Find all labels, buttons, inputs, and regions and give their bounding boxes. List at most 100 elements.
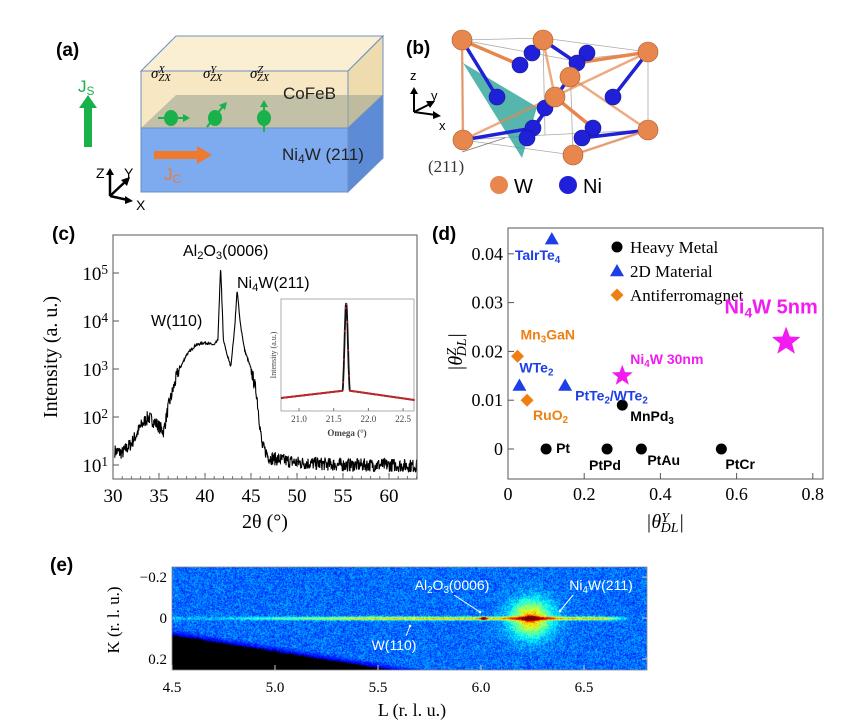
text-segment: PtPd [589, 457, 621, 473]
triangle-marker [544, 232, 559, 245]
point-label: WTe2 [519, 360, 554, 379]
text-segment: σ [250, 66, 258, 82]
annotation-ni4w: Ni4W(211) [237, 275, 310, 294]
axis-y-label-b: y [431, 88, 438, 103]
panel-a: (a) CoFeB Ni4W (211) σX ZX σY ZX σZ ZX JS J… [56, 34, 385, 213]
text-segment: 10 [82, 360, 101, 381]
bond [461, 38, 521, 67]
spin-label-y: σY ZX [203, 65, 223, 84]
legend-w-icon [490, 176, 508, 194]
spin-label-z: σZ ZX [250, 65, 270, 84]
circle-marker [715, 443, 727, 455]
y-tick-label: 0.03 [472, 293, 504, 313]
y-tick-label: 101 [82, 454, 108, 477]
ni-atom [518, 129, 536, 147]
text-segment: |θ [646, 511, 661, 533]
text-segment: ZX [159, 73, 172, 84]
inset-point [342, 381, 345, 384]
text-segment: J [78, 77, 87, 96]
text-segment: 4 [744, 304, 752, 320]
bond [460, 39, 499, 98]
point-label: Pt [556, 440, 570, 456]
inset-point [345, 303, 348, 306]
text-segment: PtAu [647, 452, 680, 468]
text-segment: Ni [282, 145, 298, 164]
text-segment: Pt [556, 440, 570, 456]
y-tick-label: 104 [82, 310, 108, 333]
point-label: PtAu [647, 452, 680, 468]
x-tick-label: 6.0 [472, 680, 491, 696]
panel-label-e: (e) [50, 555, 73, 576]
text-segment: 4 [101, 310, 108, 325]
y-tick-label: 0.01 [472, 390, 504, 410]
w-atom [532, 29, 554, 51]
ni4w-layer [140, 127, 349, 193]
text-segment: Ni [237, 275, 252, 292]
legend-label: Antiferromagnet [630, 286, 744, 305]
text-segment: 10 [82, 264, 101, 285]
spin-current-label: JS [78, 77, 95, 98]
axes-b-icon [410, 87, 441, 119]
w-atom [451, 29, 473, 51]
text-segment: /WTe [610, 388, 643, 404]
inset-point [412, 398, 415, 401]
diamond-marker [511, 349, 525, 363]
w-atom [544, 86, 566, 108]
ni4w-layer-label: Ni4W (211) [282, 145, 364, 166]
text-segment: Y [661, 511, 671, 526]
inset-ylabel: Intensity (a.u.) [269, 331, 278, 378]
x-tick-label: 5.0 [266, 680, 285, 696]
circle-marker [540, 443, 552, 455]
inset-x-tick-label: 21.0 [291, 414, 307, 424]
inset-point [346, 320, 349, 323]
legend-label: 2D Material [630, 262, 713, 281]
text-segment: W(110) [372, 637, 417, 653]
peak-label: W(110) [372, 637, 417, 653]
xrd-ylabel: Intensity (a. u.) [40, 296, 62, 418]
inset-point [342, 358, 345, 361]
annotation-w110: W(110) [151, 313, 202, 330]
text-segment: 10 [82, 456, 101, 477]
xrd-curve [114, 269, 418, 473]
text-segment: 3 [443, 585, 449, 596]
scatter-frame [507, 227, 824, 480]
inset-x-tick-label: 22.5 [395, 414, 411, 424]
text-segment: Ni [569, 577, 582, 593]
inset-point [347, 349, 350, 352]
bond [572, 128, 649, 157]
atoms [451, 29, 659, 166]
text-segment: MnPd [630, 408, 668, 424]
text-segment: 3 [668, 416, 674, 427]
inset-xlabel: Omega (°) [327, 428, 366, 438]
peak-label: Ni4W(211) [569, 577, 633, 596]
text-segment: 2 [642, 395, 648, 406]
charge-current-label: JC [164, 165, 182, 186]
xrd-frame [112, 234, 418, 480]
text-segment: Z [257, 65, 263, 76]
axis-z-label-b: z [410, 68, 417, 83]
ni-atom [511, 56, 529, 74]
x-tick-label: 0.2 [573, 484, 596, 504]
point-label: PtPd [589, 457, 621, 473]
text-segment: W(211) [588, 577, 633, 593]
point-label: Mn3GaN [521, 326, 575, 345]
text-segment: 2 [101, 406, 108, 421]
peak-label: Al2O3(0006) [415, 577, 490, 596]
w-atom [637, 41, 659, 63]
text-segment: ZX [257, 73, 270, 84]
x-tick-label: 5.5 [369, 680, 388, 696]
x-tick-label: 0.6 [725, 484, 748, 504]
inset-x-tick-label: 22.0 [361, 414, 377, 424]
axes-a-icon [106, 168, 133, 204]
point-label: TaIrTe4 [515, 247, 561, 266]
text-segment: Mn [521, 326, 541, 342]
text-segment: 2 [563, 415, 569, 426]
heatmap-annotations: Al2O3(0006) Ni4W(211) W(110) [372, 577, 633, 653]
x-tick-label: 30 [104, 486, 123, 507]
text-segment: 2 [548, 367, 554, 378]
plane-pointer [461, 137, 506, 153]
y-tick-label: 0 [494, 439, 503, 459]
text-segment: 10 [82, 312, 101, 333]
diamond-marker [610, 288, 624, 302]
annotation-al2o3: Al2O3(0006) [183, 243, 268, 262]
